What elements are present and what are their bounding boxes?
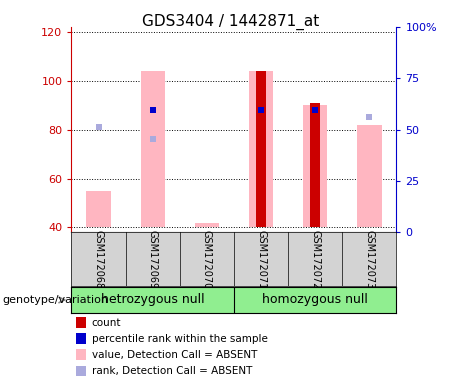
- Text: GSM172068: GSM172068: [94, 230, 104, 289]
- Bar: [310, 103, 320, 227]
- Text: GSM172069: GSM172069: [148, 230, 158, 289]
- Bar: [303, 105, 327, 227]
- Text: GSM172073: GSM172073: [364, 230, 374, 289]
- Text: count: count: [92, 318, 121, 328]
- Text: GSM172070: GSM172070: [202, 230, 212, 289]
- Text: GDS3404 / 1442871_at: GDS3404 / 1442871_at: [142, 13, 319, 30]
- Bar: [195, 223, 219, 227]
- Bar: [256, 71, 266, 227]
- Text: rank, Detection Call = ABSENT: rank, Detection Call = ABSENT: [92, 366, 252, 376]
- Text: percentile rank within the sample: percentile rank within the sample: [92, 334, 268, 344]
- Bar: [357, 125, 382, 227]
- Text: GSM172072: GSM172072: [310, 230, 320, 289]
- Text: homozygous null: homozygous null: [262, 293, 368, 306]
- Text: genotype/variation: genotype/variation: [2, 295, 108, 305]
- Text: GSM172071: GSM172071: [256, 230, 266, 289]
- Bar: [249, 71, 273, 227]
- Text: value, Detection Call = ABSENT: value, Detection Call = ABSENT: [92, 350, 257, 360]
- Bar: [141, 71, 165, 227]
- Bar: [86, 191, 111, 227]
- Text: hetrozygous null: hetrozygous null: [101, 293, 205, 306]
